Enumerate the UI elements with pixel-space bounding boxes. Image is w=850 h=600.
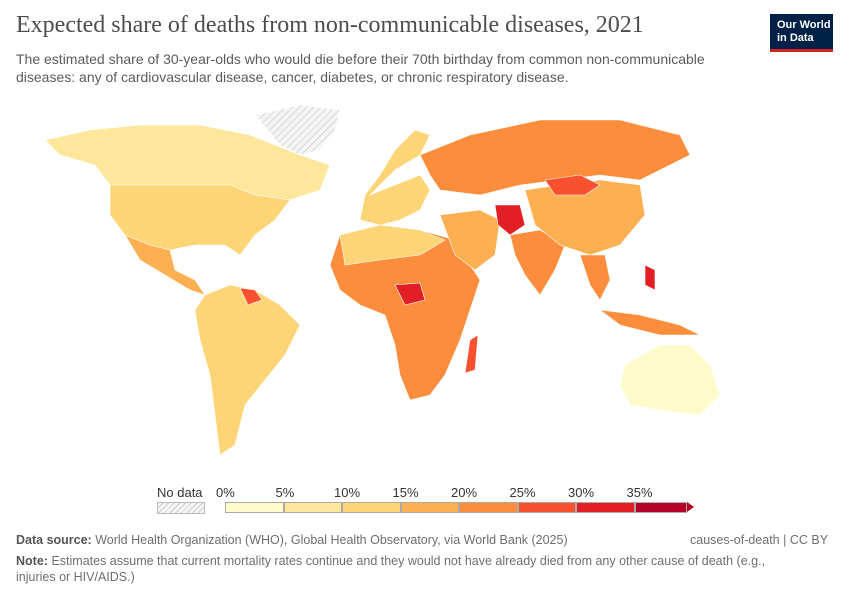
region-europe[interactable]	[359, 129, 431, 226]
region-afghanistan-pakistan[interactable]	[494, 204, 526, 236]
note: Note: Estimates assume that current mort…	[16, 553, 806, 585]
region-australia[interactable]	[619, 344, 721, 416]
note-text: Estimates assume that current mortality …	[16, 554, 766, 584]
region-north-africa[interactable]	[339, 224, 446, 266]
logo-text: Our World in Data	[777, 19, 831, 44]
region-mexico[interactable]	[124, 234, 206, 296]
legend-tick-label: 0%	[216, 485, 235, 500]
legend-swatch	[225, 502, 284, 513]
legend-swatch	[576, 502, 635, 513]
legend-arrow-icon	[686, 502, 694, 512]
legend-swatch	[342, 502, 401, 513]
world-map[interactable]	[0, 95, 760, 480]
region-philippines[interactable]	[644, 264, 656, 291]
legend-swatch	[283, 502, 342, 513]
source-text: World Health Organization (WHO), Global …	[95, 533, 568, 547]
legend-tick-label: 20%	[451, 485, 478, 500]
region-middle-east[interactable]	[439, 209, 501, 271]
data-source: Data source: World Health Organization (…	[16, 532, 568, 548]
legend-tick-label: 10%	[334, 485, 361, 500]
legend-swatch	[517, 502, 576, 513]
legend-no-data-label: No data	[157, 485, 203, 500]
region-south-america[interactable]	[194, 284, 301, 456]
region-greenland[interactable]	[254, 104, 341, 156]
owid-logo[interactable]: Our World in Data	[770, 14, 833, 52]
region-central-africa[interactable]	[394, 282, 426, 306]
page-title: Expected share of deaths from non-commun…	[16, 12, 644, 38]
region-mongolia[interactable]	[544, 174, 601, 196]
legend-tick-label: 25%	[509, 485, 536, 500]
region-southeast-asia[interactable]	[579, 254, 701, 336]
legend-swatch	[634, 502, 687, 513]
legend-no-data-swatch	[157, 502, 205, 514]
legend-swatch	[459, 502, 518, 513]
legend-tick-label: 30%	[568, 485, 595, 500]
license-slug[interactable]: causes-of-death | CC BY	[690, 533, 829, 547]
source-label: Data source:	[16, 533, 92, 547]
region-madagascar[interactable]	[464, 334, 479, 374]
note-label: Note:	[16, 554, 48, 568]
legend-tick-label: 5%	[275, 485, 295, 500]
region-canada[interactable]	[44, 124, 331, 201]
region-guianas[interactable]	[239, 287, 263, 306]
region-russia[interactable]	[419, 119, 691, 196]
legend-tick-label: 15%	[392, 485, 419, 500]
subtitle: The estimated share of 30-year-olds who …	[16, 51, 705, 85]
legend-tick-label: 35%	[626, 485, 653, 500]
legend-swatch	[400, 502, 459, 513]
